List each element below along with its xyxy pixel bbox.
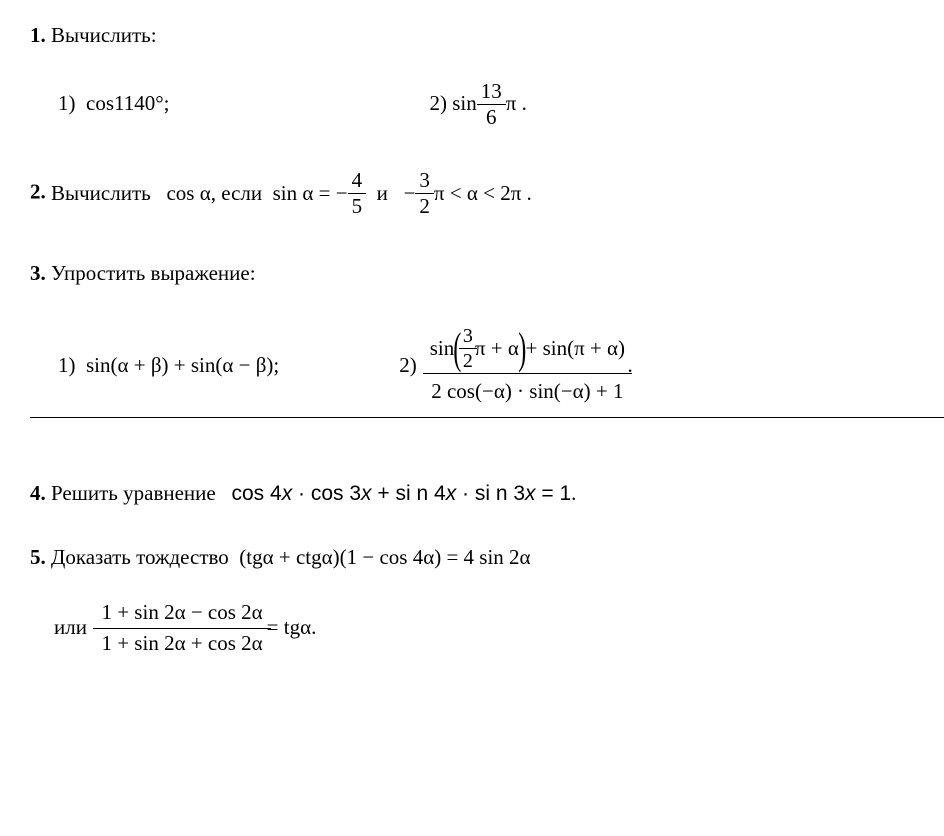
denominator: 1 + sin 2α + cos 2α [93, 628, 270, 655]
denominator: 5 [348, 193, 367, 218]
p4-x1: x [282, 482, 293, 505]
denominator: 6 [477, 104, 506, 129]
item-label: 1) [58, 350, 76, 382]
problem-1-item-2: 2) sin 13 6 π . [429, 80, 526, 129]
numerator: 1 + sin 2α − cos 2α [93, 601, 270, 627]
problem-3-number: 3. [30, 261, 46, 285]
item-expr: sin(α + β) + sin(α − β); [86, 350, 279, 382]
problem-5: 5. Доказать тождество (tgα + ctgα)(1 − c… [30, 542, 924, 655]
numerator: 3 [415, 169, 434, 193]
problem-1-items: 1) cos1140°; 2) sin 13 6 π . [30, 80, 924, 129]
problem-3-title: Упростить выражение: [51, 261, 256, 285]
p4-x2: x [361, 482, 372, 505]
problem-1: 1. Вычислить: 1) cos1140°; 2) sin 13 6 π… [30, 20, 924, 129]
item-label: 2) [429, 88, 447, 120]
problem-3: 3. Упростить выражение: 1) sin(α + β) + … [30, 258, 924, 406]
inner-fraction: 3 2 [461, 325, 475, 372]
item-label: 2) [399, 350, 417, 382]
item-expr-a: sin [452, 88, 477, 120]
denominator: 2 [415, 193, 434, 218]
p4-x4: x [525, 482, 536, 505]
item-expr: cos1140°; [86, 88, 169, 120]
separator-line [30, 417, 944, 418]
p2-sin: sin α = − [273, 178, 348, 210]
p5-rhs: = tgα. [267, 612, 317, 644]
problem-4-expr: cos 4x · cos 3x + si n 4x · si n 3x = 1 [231, 482, 571, 505]
fraction: 13 6 [479, 80, 504, 129]
problem-2-body: Вычислить cos α , если sin α = − 4 5 и −… [51, 169, 532, 218]
p2-title-b: , если [211, 178, 262, 210]
p2-title-a: Вычислить [51, 178, 151, 210]
fraction: 3 2 [417, 169, 432, 218]
problem-3-header: 3. Упростить выражение: [30, 258, 924, 290]
problem-4-number: 4. [30, 481, 46, 505]
problem-2-number: 2. [30, 179, 46, 203]
problem-3-items: 1) sin(α + β) + sin(α − β); 2) sin ( 3 2… [30, 325, 924, 405]
problem-1-item-1: 1) cos1140°; [58, 88, 169, 120]
p4-x3: x [446, 482, 457, 505]
problem-2: 2. Вычислить cos α , если sin α = − 4 5 … [30, 169, 924, 218]
p2-title-c: и [377, 178, 388, 210]
num-c: + sin(π + α) [525, 337, 625, 360]
big-fraction: sin ( 3 2 π + α ) + sin(π + α) 2 cos(−α)… [427, 325, 627, 405]
problem-5-number: 5. [30, 545, 46, 569]
problem-5-expr: (tgα + ctgα)(1 − cos 4α) = 4 sin 2α [239, 545, 530, 569]
right-paren-icon: ) [518, 331, 526, 366]
item-label: 1) [58, 88, 76, 120]
p2-neg: − [404, 178, 416, 210]
problem-1-header: 1. Вычислить: [30, 20, 924, 52]
p5-or: или [54, 612, 87, 644]
dot: . [628, 350, 633, 382]
num-b: π + α [475, 337, 519, 360]
problem-4-title: Решить уравнение [51, 481, 216, 505]
numerator: sin ( 3 2 π + α ) + sin(π + α) [425, 325, 629, 373]
p4-m1: · cos 3 [292, 482, 361, 505]
item-expr-b: π . [506, 88, 527, 120]
problem-5-title: Доказать тождество [51, 545, 229, 569]
p2-cos: cos α [166, 178, 210, 210]
problem-3-item-1: 1) sin(α + β) + sin(α − β); [58, 350, 279, 382]
problem-4: 4. Решить уравнение cos 4x · cos 3x + si… [30, 478, 924, 510]
numerator: 4 [348, 169, 367, 193]
p4-dot: . [571, 481, 576, 505]
p2-tail: π < α < 2π . [434, 178, 532, 210]
problem-5-line2: или 1 + sin 2α − cos 2α 1 + sin 2α + cos… [30, 601, 924, 654]
problem-1-title: Вычислить: [51, 23, 157, 47]
numerator: 13 [477, 80, 506, 104]
p4-m2: + si n 4 [372, 482, 446, 505]
problem-3-item-2: 2) sin ( 3 2 π + α ) + sin(π + α) [399, 325, 633, 405]
num-a: sin [430, 337, 455, 360]
p4-m3: · si n 3 [456, 482, 525, 505]
fraction: 4 5 [350, 169, 365, 218]
p4-a: cos 4 [231, 482, 281, 505]
left-paren-icon: ( [454, 331, 462, 366]
fraction: 1 + sin 2α − cos 2α 1 + sin 2α + cos 2α [97, 601, 266, 654]
problem-1-number: 1. [30, 23, 46, 47]
p4-tail: = 1 [536, 482, 572, 505]
denominator: 2 cos(−α) · sin(−α) + 1 [423, 373, 631, 405]
problem-5-line1: 5. Доказать тождество (tgα + ctgα)(1 − c… [30, 542, 924, 574]
